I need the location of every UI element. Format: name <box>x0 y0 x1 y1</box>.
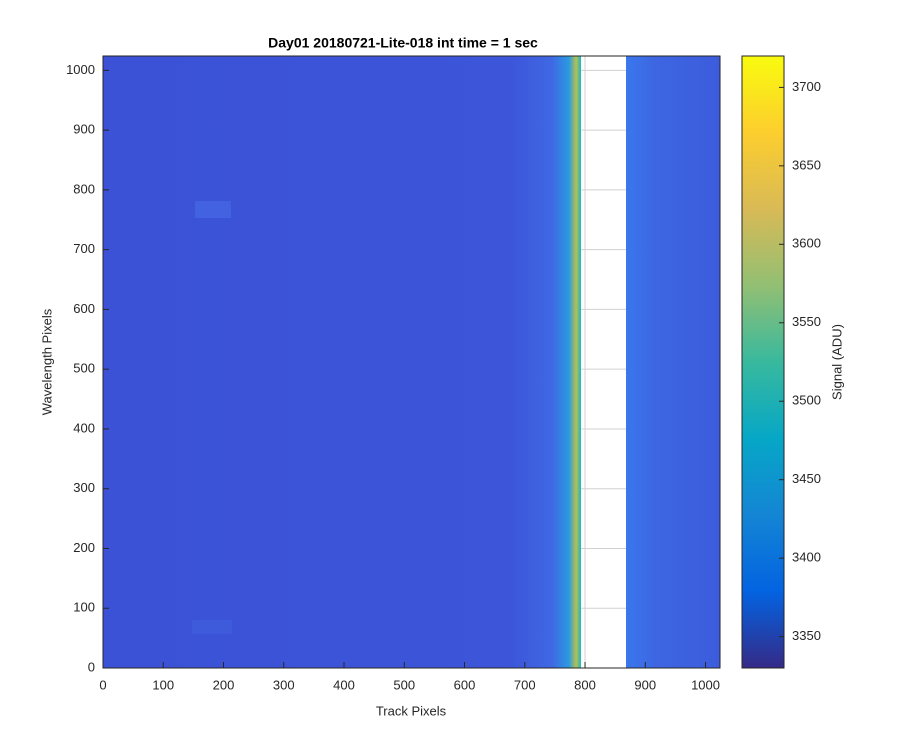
x-tick-label: 500 <box>393 677 415 692</box>
x-tick-label: 900 <box>634 677 656 692</box>
y-tick-label: 400 <box>73 420 95 435</box>
x-tick-label: 800 <box>574 677 596 692</box>
y-tick-label: 500 <box>73 361 95 376</box>
colorbar <box>741 55 785 669</box>
y-axis-label: Wavelength Pixels <box>39 308 54 415</box>
image-region <box>103 56 581 668</box>
x-axis-label: Track Pixels <box>376 703 447 718</box>
y-tick-label: 200 <box>73 540 95 555</box>
colorbar-tick-label: 3400 <box>792 550 821 565</box>
chart-title: Day01 20180721-Lite-018 int time = 1 sec <box>268 35 538 51</box>
heatmap-image <box>103 56 720 668</box>
colorbar-tick-label: 3350 <box>792 628 821 643</box>
x-tick-label: 200 <box>213 677 235 692</box>
y-tick-label: 700 <box>73 241 95 256</box>
x-tick-label: 100 <box>152 677 174 692</box>
image-region <box>626 56 720 668</box>
x-tick-label: 300 <box>273 677 295 692</box>
colorbar-tick-label: 3450 <box>792 471 821 486</box>
x-tick-label: 1000 <box>691 677 720 692</box>
y-tick-label: 800 <box>73 181 95 196</box>
colorbar-label: Signal (ADU) <box>829 324 844 400</box>
x-tick-label: 0 <box>99 677 106 692</box>
y-tick-label: 600 <box>73 301 95 316</box>
colorbar-tick-label: 3700 <box>792 79 821 94</box>
colorbar-tick-label: 3600 <box>792 236 821 251</box>
y-tick-label: 0 <box>88 659 95 674</box>
y-tick-label: 900 <box>73 122 95 137</box>
image-spot <box>195 201 231 218</box>
colorbar-tick-label: 3500 <box>792 393 821 408</box>
y-tick-label: 1000 <box>66 62 95 77</box>
x-tick-label: 700 <box>514 677 536 692</box>
y-tick-label: 100 <box>73 600 95 615</box>
plot-frame <box>102 55 721 669</box>
x-tick-label: 600 <box>454 677 476 692</box>
colorbar-tick-label: 3650 <box>792 157 821 172</box>
colorbar-tick-label: 3550 <box>792 314 821 329</box>
x-tick-label: 400 <box>333 677 355 692</box>
image-spot <box>192 620 232 634</box>
y-tick-label: 300 <box>73 480 95 495</box>
